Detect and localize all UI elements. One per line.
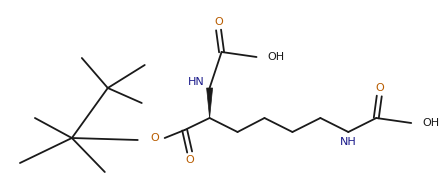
Text: O: O (214, 17, 223, 27)
Text: O: O (151, 133, 159, 143)
Text: OH: OH (422, 118, 439, 128)
Text: O: O (375, 83, 384, 93)
Text: HN: HN (188, 77, 205, 87)
Text: OH: OH (267, 52, 285, 62)
Text: O: O (185, 155, 194, 165)
Polygon shape (206, 88, 213, 118)
Text: NH: NH (340, 137, 357, 147)
